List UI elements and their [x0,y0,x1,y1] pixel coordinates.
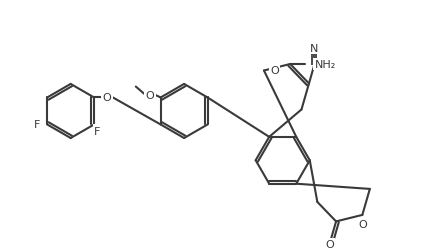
Text: O: O [146,90,154,101]
Text: F: F [33,119,40,129]
Text: O: O [103,93,112,103]
Text: NH₂: NH₂ [315,60,336,70]
Text: N: N [310,44,319,54]
Text: O: O [325,240,334,250]
Text: O: O [358,219,367,229]
Text: O: O [270,65,279,75]
Text: F: F [94,126,100,136]
